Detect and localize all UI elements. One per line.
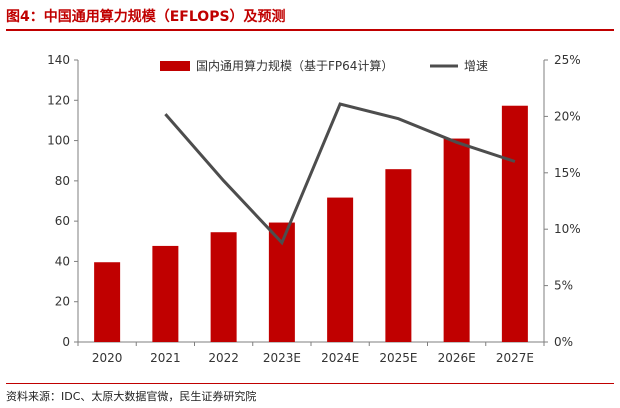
x-tick-label: 2022 bbox=[208, 351, 239, 365]
growth-line-series bbox=[164, 102, 516, 246]
x-tick-label: 2025E bbox=[379, 351, 417, 365]
y-left-tick-label: 0 bbox=[62, 335, 70, 349]
bar bbox=[152, 245, 179, 342]
x-tick-label: 2026E bbox=[438, 351, 476, 365]
y-right-tick-label: 15% bbox=[554, 166, 581, 180]
x-tick-label: 2020 bbox=[92, 351, 123, 365]
y-right-tick-label: 0% bbox=[554, 335, 573, 349]
growth-line bbox=[164, 102, 516, 246]
x-tick-label: 2021 bbox=[150, 351, 181, 365]
legend-label-bar: 国内通用算力规模（基于FP64计算） bbox=[196, 58, 393, 73]
y-left-tick-label: 60 bbox=[55, 214, 70, 228]
y-right-tick-label: 10% bbox=[554, 222, 581, 236]
x-tick-label: 2023E bbox=[263, 351, 301, 365]
chart-axes: 0 20 40 60 80 100 120 140 0% 5% 10% 15% 20% 25% 2020 20… bbox=[47, 53, 581, 365]
y-left-tick-label: 140 bbox=[47, 53, 70, 67]
bar bbox=[443, 138, 470, 342]
source-divider bbox=[6, 383, 614, 384]
x-tick-label: 2027E bbox=[496, 351, 534, 365]
bar-series bbox=[94, 105, 528, 342]
y-left-tick-label: 80 bbox=[55, 174, 70, 188]
chart-legend: 国内通用算力规模（基于FP64计算） 增速 bbox=[160, 58, 488, 73]
y-right-tick-label: 25% bbox=[554, 53, 581, 67]
chart: 0 20 40 60 80 100 120 140 0% 5% 10% 15% 20% 25% 2020 20… bbox=[47, 53, 581, 365]
bar bbox=[385, 169, 412, 342]
y-right-tick-label: 20% bbox=[554, 109, 581, 123]
y-left-tick-label: 100 bbox=[47, 134, 70, 148]
bar bbox=[94, 262, 121, 342]
bar bbox=[327, 197, 354, 342]
legend-swatch-bar bbox=[160, 61, 190, 71]
y-right-tick-label: 5% bbox=[554, 279, 573, 293]
source-note: 资料来源：IDC、太原大数据官微，民生证券研究院 bbox=[6, 390, 257, 403]
y-left-tick-label: 40 bbox=[55, 254, 70, 268]
bar bbox=[501, 105, 528, 342]
title-divider bbox=[6, 29, 614, 31]
bar bbox=[210, 232, 237, 342]
y-left-tick-label: 20 bbox=[55, 295, 70, 309]
page-title: 图4：中国通用算力规模（EFLOPS）及预测 bbox=[6, 9, 286, 25]
legend-label-line: 增速 bbox=[464, 59, 488, 73]
y-left-tick-label: 120 bbox=[47, 93, 70, 107]
x-tick-label: 2024E bbox=[321, 351, 359, 365]
